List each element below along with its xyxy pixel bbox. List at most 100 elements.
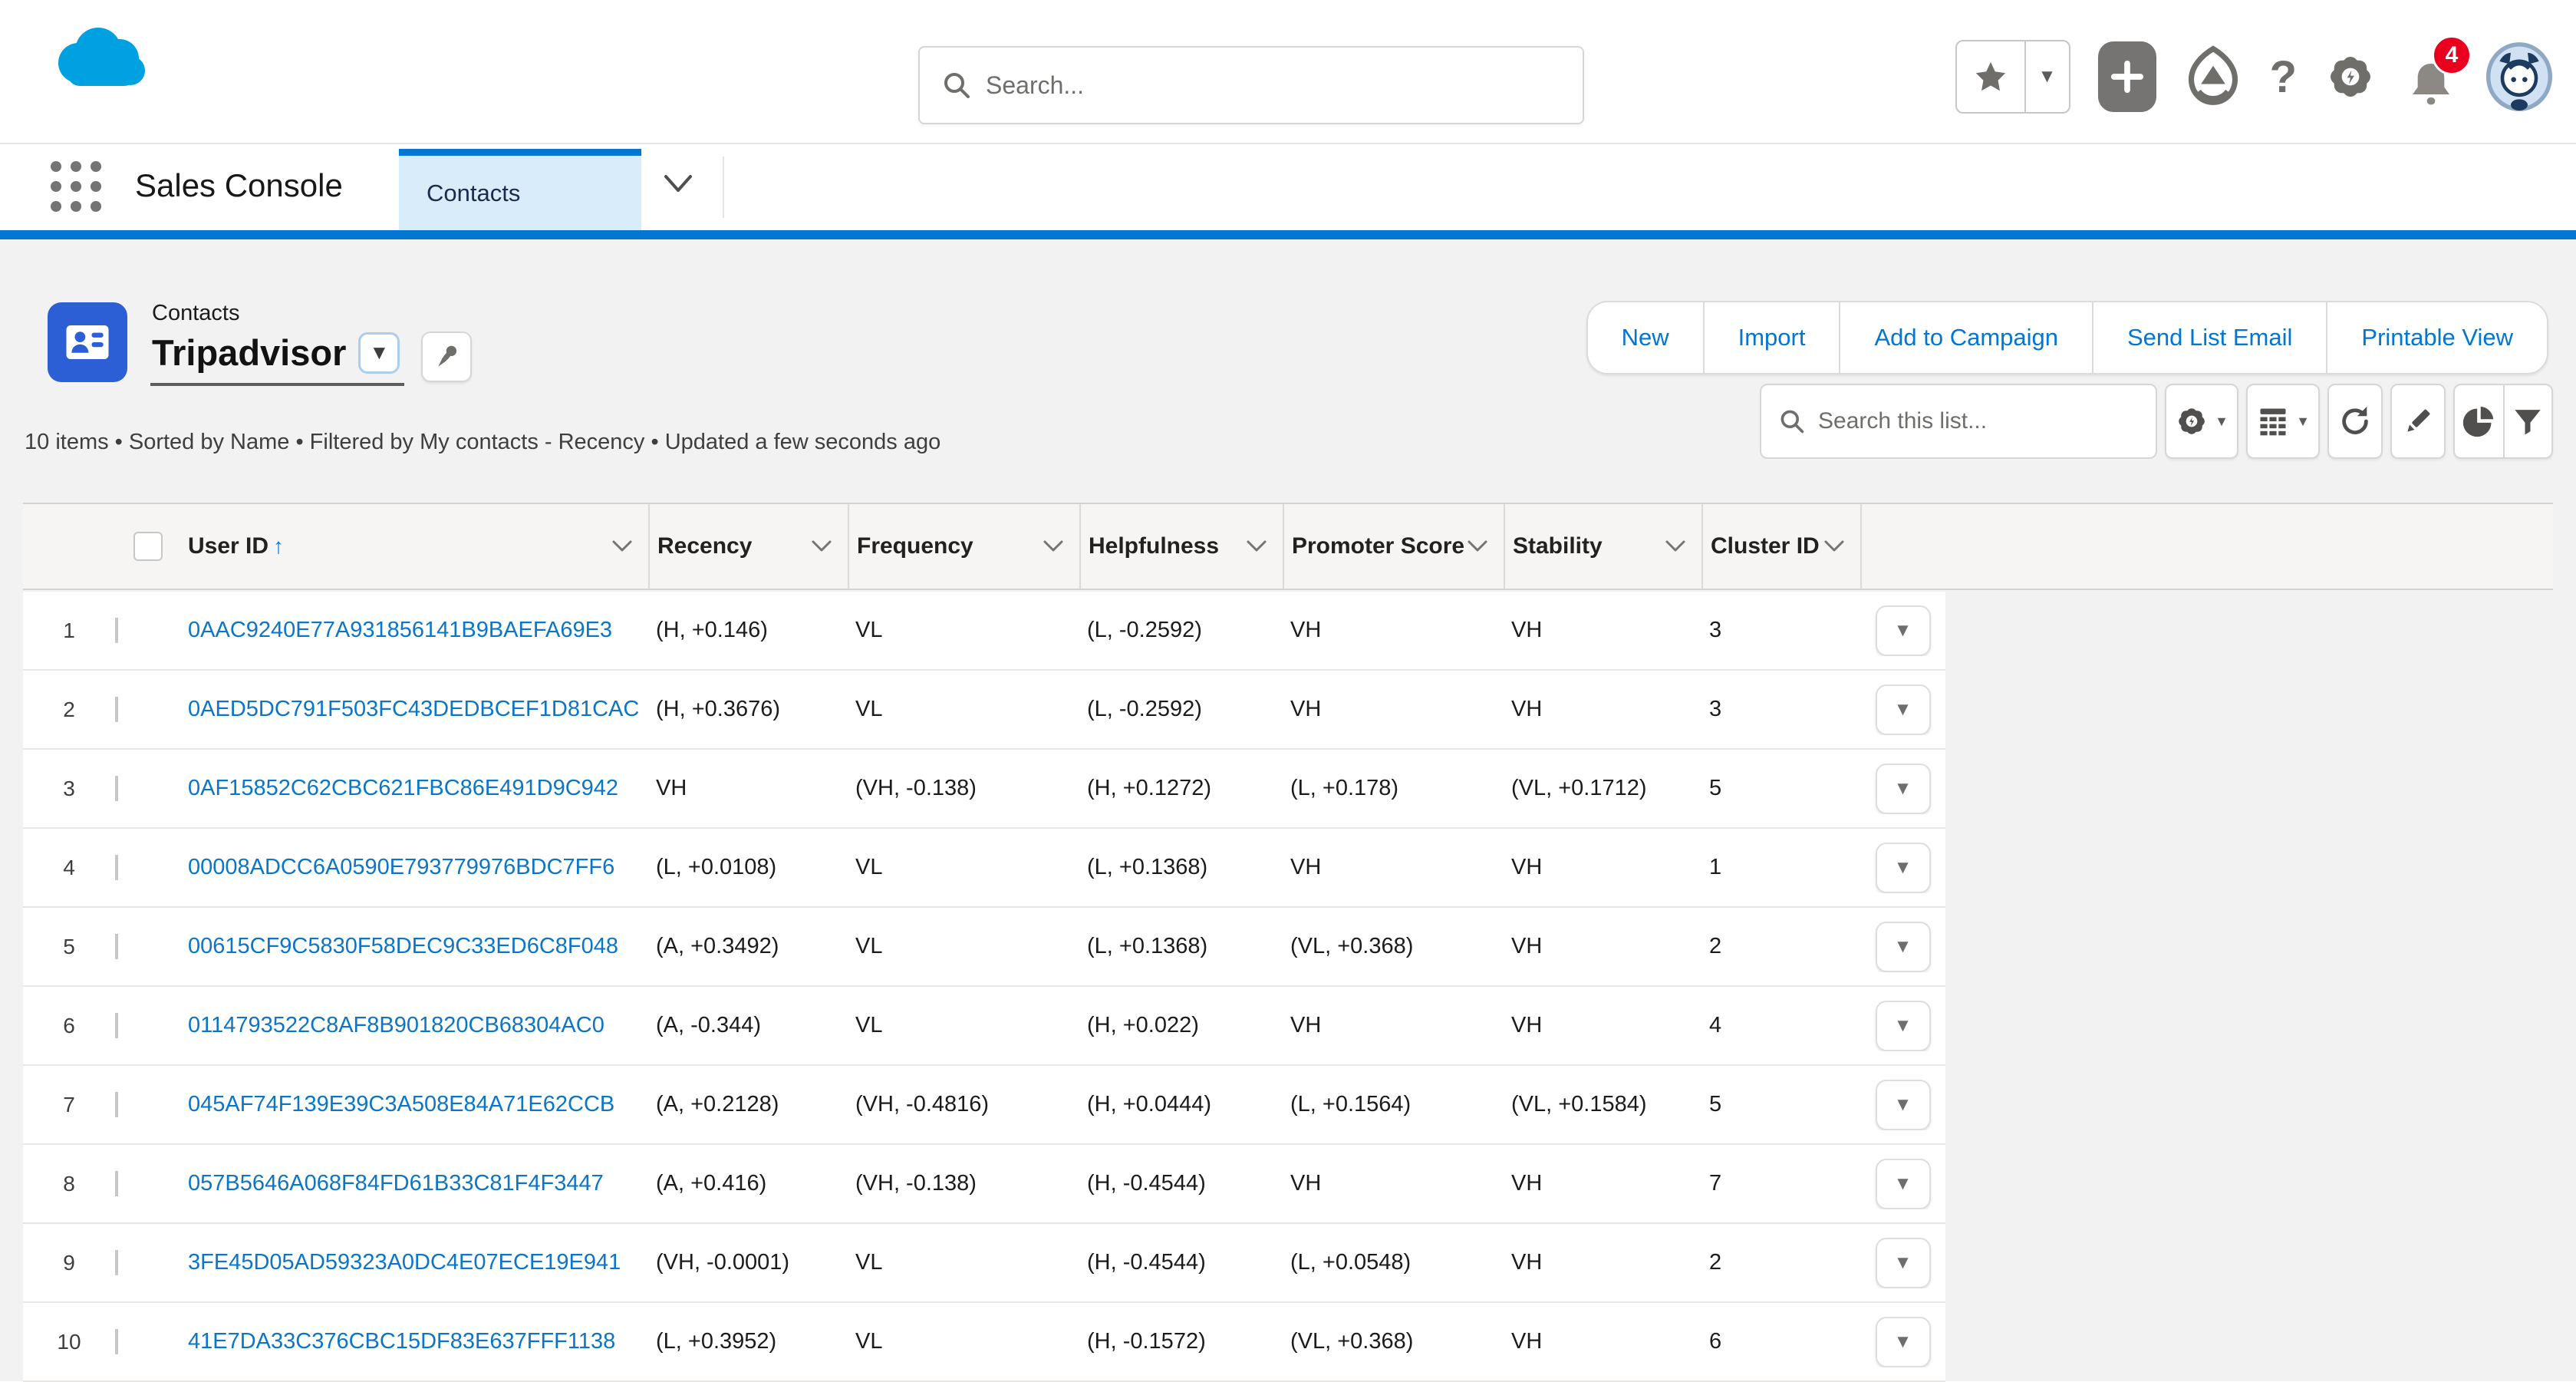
list-search[interactable] (1760, 384, 2157, 459)
column-header-frequency[interactable]: Frequency (848, 504, 1079, 589)
row-actions-button[interactable]: ▼ (1875, 605, 1931, 656)
add-to-campaign-button[interactable]: Add to Campaign (1839, 302, 2092, 373)
stability-cell: VH (1511, 1171, 1543, 1196)
row-actions-button[interactable]: ▼ (1875, 1237, 1931, 1288)
workspace-tab-contacts[interactable]: Contacts (399, 149, 641, 230)
recency-cell: (A, +0.416) (656, 1171, 767, 1196)
row-action-cell: ▼ (1860, 842, 1945, 893)
chevron-down-icon[interactable] (1246, 539, 1267, 553)
frequency-cell: VL (855, 1013, 883, 1037)
user-id-link[interactable]: 00615CF9C5830F58DEC9C33ED6C8F048 (188, 934, 618, 958)
frequency-cell: (VH, -0.138) (855, 1171, 977, 1196)
row-actions-button[interactable]: ▼ (1875, 1316, 1931, 1367)
row-number-header (23, 504, 115, 589)
chevron-down-icon[interactable] (1823, 539, 1845, 553)
user-avatar[interactable] (2485, 41, 2553, 112)
stability-cell: (VL, +0.1584) (1511, 1092, 1647, 1116)
row-checkbox[interactable] (115, 1250, 118, 1275)
user-id-link[interactable]: 0AF15852C62CBC621FBC86E491D9C942 (188, 776, 619, 800)
app-launcher-icon[interactable] (51, 161, 104, 215)
row-checkbox-cell (115, 697, 180, 722)
helpfulness-cell: (H, -0.4544) (1087, 1171, 1206, 1196)
chevron-down-icon[interactable] (611, 539, 633, 553)
refresh-icon (2342, 406, 2368, 434)
filters-button[interactable] (2502, 385, 2551, 457)
row-actions-button[interactable]: ▼ (1875, 763, 1931, 814)
row-actions-button[interactable]: ▼ (1875, 1000, 1931, 1051)
row-number: 4 (63, 855, 75, 879)
row-actions-button[interactable]: ▼ (1875, 842, 1931, 893)
promoter-score-cell: VH (1290, 697, 1322, 721)
row-number: 8 (63, 1171, 75, 1196)
favorites-button[interactable]: ▼ (1955, 40, 2070, 114)
row-checkbox[interactable] (115, 934, 118, 959)
row-actions-button[interactable]: ▼ (1875, 921, 1931, 972)
list-view-name: Tripadvisor (152, 332, 347, 373)
table-row: 7 045AF74F139E39C3A508E84A71E62CCB (A, +… (23, 1066, 1945, 1145)
row-checkbox[interactable] (115, 855, 118, 880)
user-id-link[interactable]: 3FE45D05AD59323A0DC4E07ECE19E941 (188, 1250, 621, 1275)
user-id-cell: 0AAC9240E77A931856141B9BAEFA69E3 (180, 618, 648, 643)
guidance-center-button[interactable] (2184, 45, 2242, 109)
select-all-checkbox[interactable] (133, 532, 163, 561)
recency-cell: (A, +0.3492) (656, 934, 779, 958)
chevron-down-icon[interactable] (1043, 539, 1064, 553)
recency-cell: (VH, -0.0001) (656, 1250, 790, 1275)
helpfulness-cell: (L, -0.2592) (1087, 697, 1202, 721)
cluster-id-cell: 3 (1709, 697, 1722, 721)
list-actions-group: New Import Add to Campaign Send List Ema… (1586, 301, 2548, 374)
import-button[interactable]: Import (1702, 302, 1840, 373)
user-id-link[interactable]: 045AF74F139E39C3A508E84A71E62CCB (188, 1092, 615, 1116)
list-search-input[interactable] (1818, 408, 2125, 434)
row-actions-button[interactable]: ▼ (1875, 1158, 1931, 1209)
row-checkbox[interactable] (115, 1329, 118, 1354)
help-button[interactable]: ? (2269, 51, 2297, 102)
column-header-cluster-id[interactable]: Cluster ID (1701, 504, 1860, 589)
user-id-link[interactable]: 0AED5DC791F503FC43DEDBCEF1D81CAC (188, 697, 640, 721)
column-header-stability[interactable]: Stability (1504, 504, 1701, 589)
row-checkbox[interactable] (115, 697, 118, 722)
user-id-cell: 045AF74F139E39C3A508E84A71E62CCB (180, 1092, 648, 1117)
setup-button[interactable] (2324, 51, 2377, 103)
user-id-link[interactable]: 057B5646A068F84FD61B33C81F4F3447 (188, 1171, 604, 1196)
list-settings-button[interactable]: ▼ (2165, 384, 2238, 459)
inline-edit-button[interactable] (2390, 384, 2446, 459)
row-checkbox[interactable] (115, 1171, 118, 1196)
caret-down-icon: ▼ (2215, 413, 2228, 429)
column-header-promoter-score[interactable]: Promoter Score (1283, 504, 1504, 589)
display-as-button[interactable]: ▼ (2246, 384, 2320, 459)
send-list-email-button[interactable]: Send List Email (2092, 302, 2327, 373)
quick-create-button[interactable] (2097, 41, 2156, 112)
global-search[interactable] (918, 46, 1584, 124)
promoter-score-cell: VH (1290, 855, 1322, 879)
tab-chevron-down-icon[interactable] (661, 172, 695, 195)
row-checkbox[interactable] (115, 618, 118, 643)
tab-divider (723, 157, 724, 218)
user-id-link[interactable]: 41E7DA33C376CBC15DF83E637FFF1138 (188, 1329, 616, 1354)
row-checkbox[interactable] (115, 1013, 118, 1038)
user-id-link[interactable]: 00008ADCC6A0590E793779976BDC7FF6 (188, 855, 615, 879)
user-id-link[interactable]: 0114793522C8AF8B901820CB68304AC0 (188, 1013, 604, 1037)
notifications-button[interactable]: 4 (2404, 35, 2472, 112)
column-header-recency[interactable]: Recency (648, 504, 848, 589)
global-search-input[interactable] (986, 71, 1538, 100)
list-view-selector-caret-icon[interactable]: ▼ (358, 331, 400, 374)
chevron-down-icon[interactable] (1665, 539, 1686, 553)
refresh-button[interactable] (2327, 384, 2383, 459)
chevron-down-icon[interactable] (1467, 539, 1488, 553)
column-header-helpfulness[interactable]: Helpfulness (1079, 504, 1283, 589)
user-id-link[interactable]: 0AAC9240E77A931856141B9BAEFA69E3 (188, 618, 613, 642)
row-actions-button[interactable]: ▼ (1875, 684, 1931, 735)
printable-view-button[interactable]: Printable View (2326, 302, 2547, 373)
trailhead-icon (2188, 45, 2238, 105)
pin-list-button[interactable] (421, 331, 473, 382)
favorites-caret-icon[interactable]: ▼ (2037, 66, 2057, 87)
column-header-user-id[interactable]: User ID ↑ (180, 504, 648, 589)
row-checkbox[interactable] (115, 1092, 118, 1117)
charts-button[interactable] (2455, 385, 2503, 457)
new-button[interactable]: New (1587, 302, 1703, 373)
row-checkbox-cell (115, 776, 180, 801)
row-actions-button[interactable]: ▼ (1875, 1079, 1931, 1130)
chevron-down-icon[interactable] (811, 539, 832, 553)
row-checkbox[interactable] (115, 776, 118, 801)
